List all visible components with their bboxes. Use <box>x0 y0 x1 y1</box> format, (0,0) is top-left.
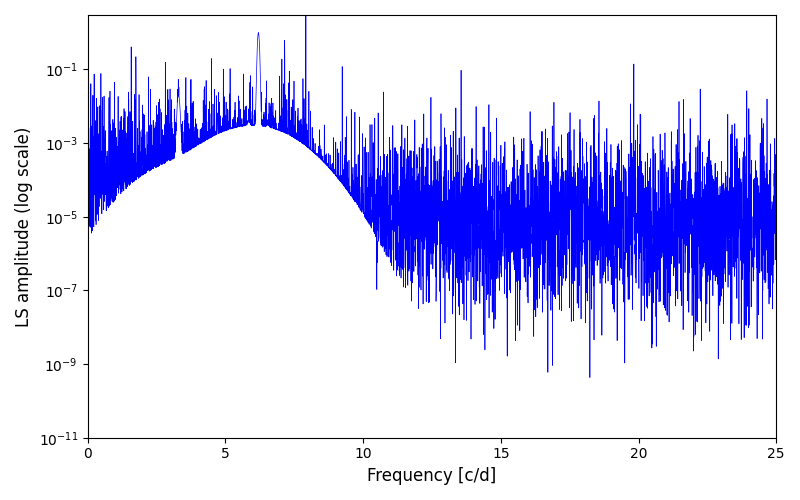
Y-axis label: LS amplitude (log scale): LS amplitude (log scale) <box>15 126 33 326</box>
X-axis label: Frequency [c/d]: Frequency [c/d] <box>367 467 497 485</box>
